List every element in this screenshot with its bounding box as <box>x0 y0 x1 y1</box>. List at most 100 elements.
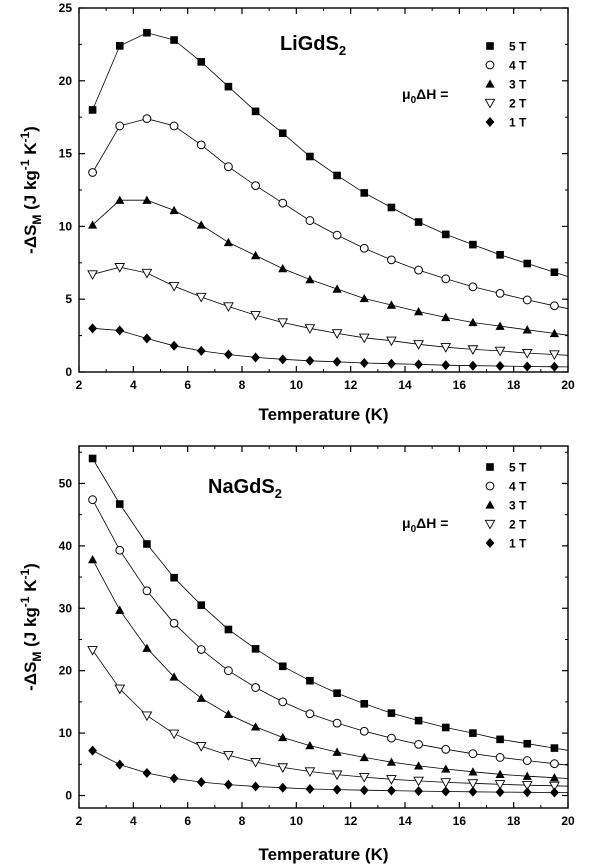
chart-1-x-tick-label: 10 <box>290 378 304 392</box>
chart-2-data-point <box>142 768 152 779</box>
chart-2-data-point <box>523 739 532 748</box>
chart-1-data-point <box>196 220 206 229</box>
chart-2-data-point <box>414 716 423 725</box>
chart-2-data-point <box>142 586 152 596</box>
chart-2-data-point <box>522 756 532 765</box>
chart-2-data-point <box>115 500 124 508</box>
chart-1-data-point <box>251 352 260 363</box>
chart-2-legend-marker <box>485 538 495 548</box>
chart-1-x-tick-label: 20 <box>561 378 575 392</box>
chart-1-data-point <box>141 268 153 279</box>
chart-2-legend-marker <box>484 519 496 530</box>
chart-2-series-3 <box>87 554 569 782</box>
chart-1-data-point <box>496 250 504 259</box>
chart-2-x-tick-label: 14 <box>398 814 412 828</box>
chart-1-data-point <box>251 107 260 116</box>
chart-2-data-point <box>169 618 179 628</box>
chart-1-data-point <box>386 336 397 347</box>
chart-2-y-axis-title: -ΔSM (J kg-1 K-1) <box>18 563 44 691</box>
chart-1-data-point <box>549 350 560 361</box>
chart-1-data-point <box>306 152 314 161</box>
chart-2-legend-label: 1 T <box>509 537 527 551</box>
chart-2-x-tick-label: 8 <box>239 814 246 828</box>
chart-1-series-2 <box>88 114 569 311</box>
chart-1-data-point <box>278 264 288 273</box>
chart-2-data-point <box>278 782 288 793</box>
chart-2-compound-title-sub: 2 <box>275 486 282 501</box>
chart-2-data-point <box>196 693 206 702</box>
chart-2-legend-marker <box>485 500 495 509</box>
chart-1-y-axis-title-part: -ΔS <box>21 225 40 254</box>
chart-2-data-point <box>387 785 396 796</box>
chart-1-data-point <box>169 205 179 215</box>
chart-2-data-point <box>494 780 506 790</box>
chart-2-data-point <box>87 645 98 656</box>
chart-1-data-point <box>88 106 97 114</box>
chart-2-data-point <box>224 666 233 676</box>
chart-2-data-point <box>413 776 424 787</box>
chart-2-data-point <box>496 735 504 744</box>
chart-2-field-label-rest: ΔH = <box>416 515 448 531</box>
chart-2-data-point <box>168 729 180 740</box>
chart-1-x-tick-label: 18 <box>507 378 521 392</box>
chart-1-y-tick-label: 10 <box>59 219 73 233</box>
chart-2-legend-label: 4 T <box>509 480 527 494</box>
chart-1-x-tick-label: 8 <box>239 378 246 392</box>
chart-2-data-point <box>251 683 260 692</box>
chart-1-compound-title: LiGdS2 <box>280 33 346 58</box>
chart-2-legend-item: 4 T <box>485 480 527 494</box>
chart-1-data-point <box>387 255 396 265</box>
chart-2-data-point <box>441 786 451 797</box>
chart-1-legend-label: 3 T <box>509 78 527 92</box>
chart-2-data-point <box>88 745 97 756</box>
chart-1-compound-title-sub: 2 <box>339 43 346 58</box>
chart-2-data-point <box>495 769 505 778</box>
chart-2-data-point <box>170 573 178 582</box>
chart-2-data-point <box>169 672 179 681</box>
chart-2-data-point <box>522 771 532 780</box>
chart-2-legend-item: 3 T <box>485 499 527 513</box>
chart-2-y-axis-title-part: -ΔS <box>21 662 40 691</box>
chart-2-y-axis-title-part: ) <box>21 563 40 569</box>
chart-1-plot-frame <box>78 7 569 373</box>
chart-1-legend-label: 5 T <box>509 40 527 54</box>
chart-1-data-point <box>115 325 125 336</box>
chart-2-y-axis-title-sub: M <box>30 652 44 662</box>
chart-2-legend: 5 T 4 T 3 T 2 T 1 T <box>484 461 527 551</box>
chart-2-data-point <box>195 742 207 752</box>
chart-1-data-point <box>88 168 97 177</box>
chart-2-data-point <box>360 699 369 708</box>
chart-1-data-point <box>87 270 98 280</box>
chart-2-legend-label: 5 T <box>509 461 527 475</box>
chart-2-data-point <box>88 495 97 505</box>
chart-1-legend-label: 4 T <box>509 59 527 73</box>
chart-1-legend-label: 1 T <box>509 116 527 130</box>
chart-2-data-point <box>169 773 179 784</box>
chart-2-series-2 <box>88 495 569 769</box>
chart-1-data-point <box>251 181 260 191</box>
chart-1-legend-item: 4 T <box>485 59 527 73</box>
chart-2-data-point <box>522 787 532 798</box>
chart-2-compound-title: NaGdS2 <box>208 476 282 501</box>
chart-1-data-point <box>413 306 424 316</box>
chart-1-data-point <box>305 216 315 225</box>
chart-1-data-point <box>387 203 396 212</box>
chart-1-data-point <box>278 129 287 138</box>
chart-2-series-line <box>92 649 569 787</box>
chart-1-data-point <box>115 121 125 131</box>
chart-1-data-point <box>224 82 233 91</box>
chart-2-data-point <box>468 749 478 759</box>
chart-1-data-point <box>358 333 370 344</box>
chart-2-data-point <box>278 732 288 742</box>
chart-2-y-tick-label: 0 <box>65 789 72 803</box>
chart-1-data-point <box>196 345 206 356</box>
chart-2-data-point <box>196 777 206 788</box>
chart-2-data-point <box>521 781 533 791</box>
chart-2-data-point <box>115 545 125 555</box>
chart-1-data-point <box>387 358 396 369</box>
chart-1-data-point <box>277 318 289 329</box>
chart-1-legend-marker <box>484 98 496 109</box>
chart-2-data-point <box>251 781 260 792</box>
chart-2-data-point <box>333 689 341 697</box>
